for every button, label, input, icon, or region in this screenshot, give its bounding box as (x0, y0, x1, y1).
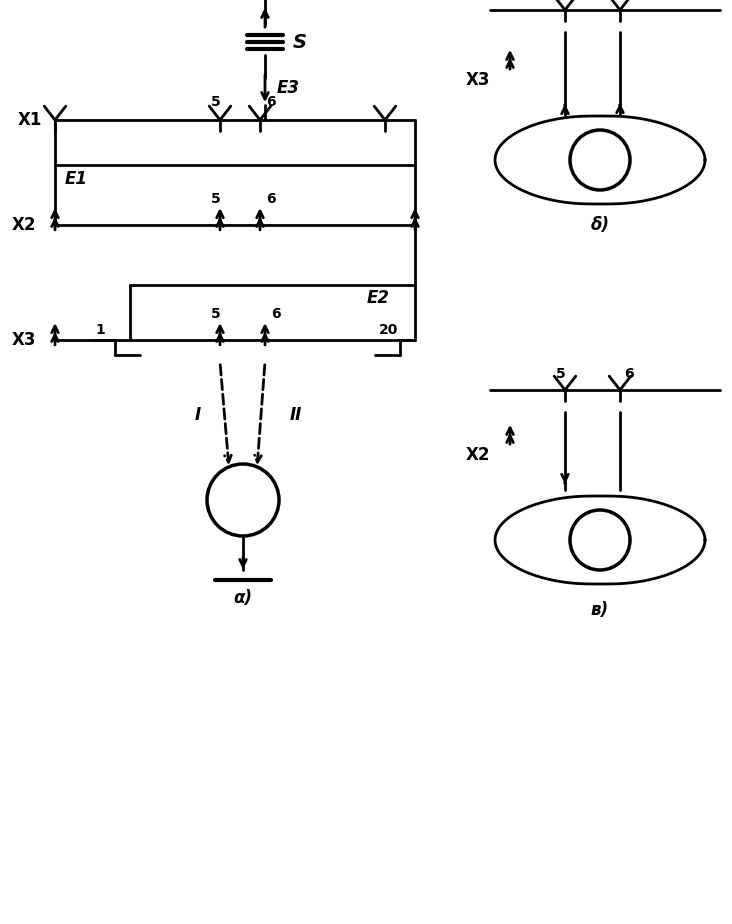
Text: 5: 5 (556, 367, 566, 381)
Text: E1: E1 (65, 170, 88, 188)
Text: 6: 6 (266, 95, 276, 109)
Text: E2: E2 (367, 289, 390, 307)
Text: p: p (236, 491, 250, 509)
Text: II: II (290, 406, 302, 424)
Text: S: S (293, 32, 307, 52)
Text: 20: 20 (378, 323, 398, 337)
Text: 5: 5 (211, 307, 221, 321)
Text: δ): δ) (591, 216, 610, 234)
Text: E3: E3 (277, 79, 300, 97)
Text: 6: 6 (624, 367, 634, 381)
Text: p: p (594, 531, 606, 549)
Text: X1: X1 (18, 111, 42, 129)
Text: 5: 5 (556, 0, 566, 1)
Circle shape (207, 464, 279, 536)
Text: p: p (594, 151, 606, 169)
Text: I: I (195, 406, 201, 424)
Text: 6: 6 (624, 0, 634, 1)
Text: 5: 5 (211, 192, 221, 206)
Text: α): α) (234, 589, 253, 607)
Circle shape (570, 130, 630, 190)
Circle shape (570, 510, 630, 570)
Text: 6: 6 (266, 192, 276, 206)
Text: X3: X3 (466, 71, 490, 89)
Text: X2: X2 (12, 216, 37, 234)
Text: в): в) (591, 601, 609, 619)
Text: X2: X2 (466, 446, 490, 464)
Text: 5: 5 (211, 95, 221, 109)
Text: 1: 1 (95, 323, 105, 337)
Text: 6: 6 (271, 307, 280, 321)
Text: X3: X3 (12, 331, 37, 349)
